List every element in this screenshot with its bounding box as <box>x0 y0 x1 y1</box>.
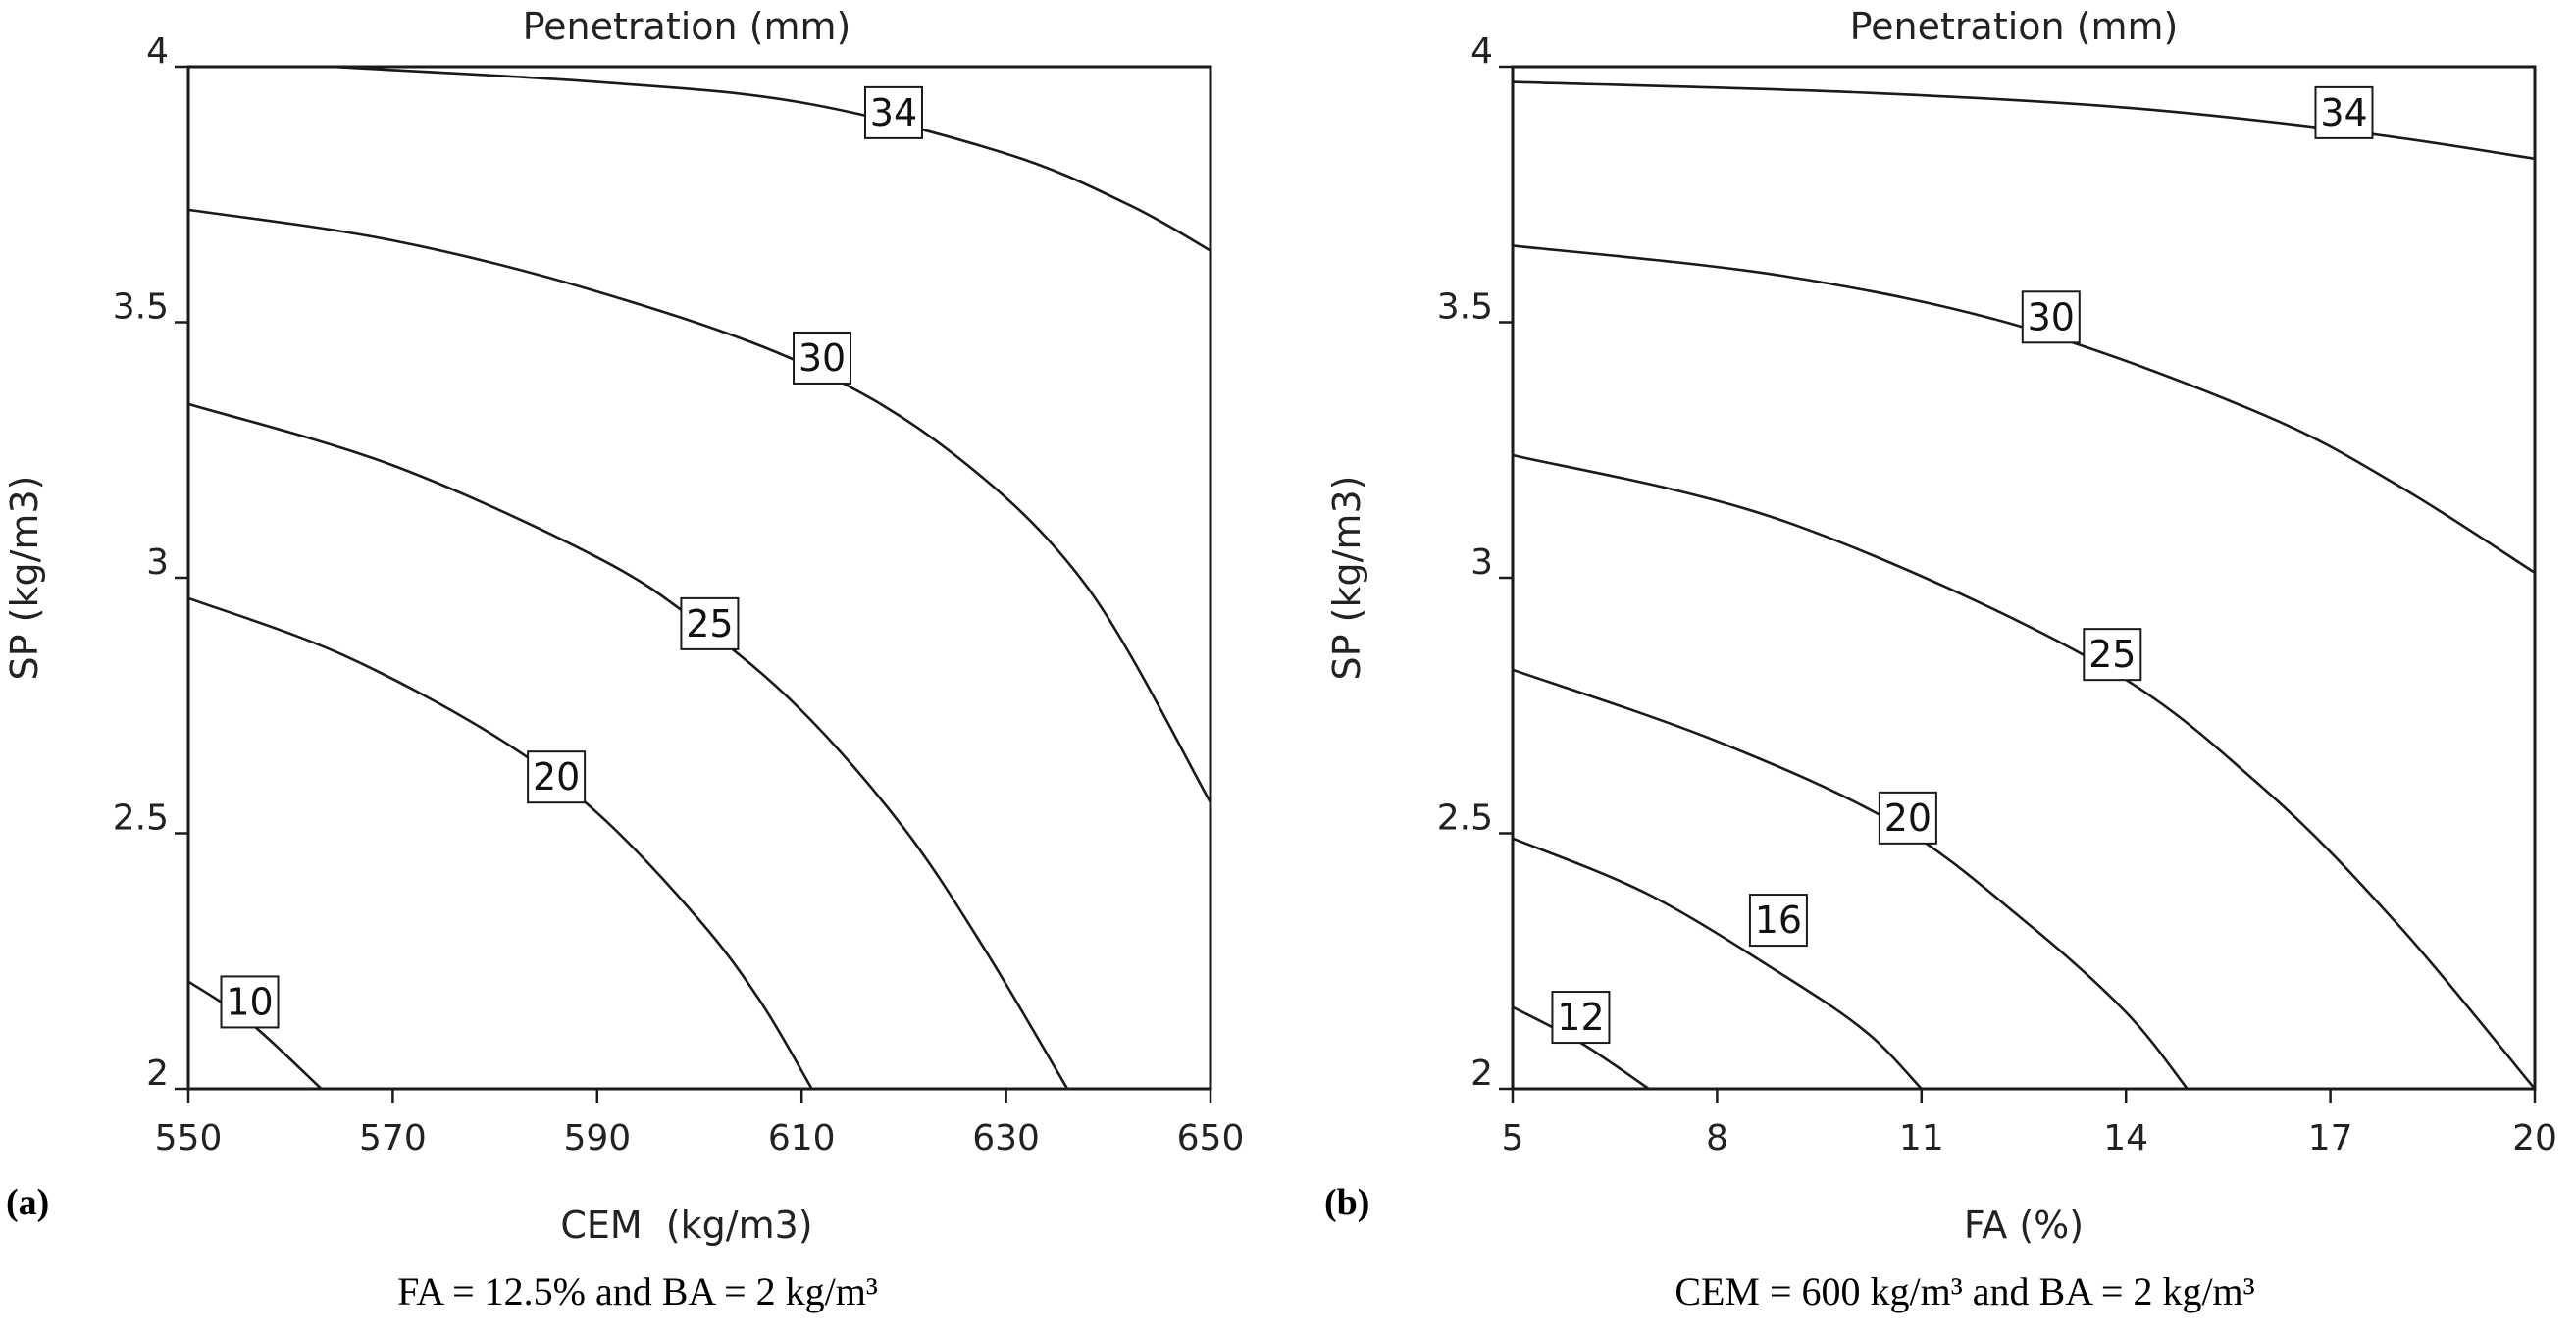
panel-a-contour-line-20 <box>187 596 813 1090</box>
panel-a-contour-label-25: 25 <box>680 596 740 650</box>
panel-b-contour-line-20 <box>1512 668 2189 1090</box>
panel-b-y-axis-title: SP (kg/m3) <box>1325 476 1368 681</box>
panel-b-title: Penetration (mm) <box>1850 5 2179 48</box>
panel-a-y-tick-label: 3.5 <box>113 287 169 328</box>
panel-b-contour-label-box <box>2083 628 2142 682</box>
panel-a-x-tick-label: 550 <box>155 1118 223 1158</box>
panel-b-contour-label-box <box>2314 85 2374 139</box>
panel-b-contour-label-box <box>2021 290 2081 344</box>
panel-b-contour-label-12: 12 <box>1551 991 1611 1045</box>
panel-a-x-ticks: 550 570 590 610 630 650 <box>155 1089 1245 1158</box>
panel-b-x-tick-label: 11 <box>1899 1118 1944 1158</box>
panel-b-x-tick-label: 17 <box>2308 1118 2353 1158</box>
panel-a-y-tick-label: 2.5 <box>113 798 169 839</box>
panel-b-contour-label-25: 25 <box>2083 628 2142 682</box>
panel-a-y-tick-label: 3 <box>146 542 169 583</box>
panel-b-contour-label-30: 30 <box>2021 290 2081 344</box>
panel-b-contours <box>1512 80 2536 1091</box>
panel-b-contour-label-text: 12 <box>1557 996 1604 1039</box>
panel-a-contours <box>187 65 1212 1090</box>
panel-b-y-tick-label: 4 <box>1470 31 1493 72</box>
panel-a-y-ticks: 2 2.5 3 3.5 4 <box>113 31 188 1094</box>
panel-b-plot-frame <box>1511 65 2537 1091</box>
panel-a-contour-label-10: 10 <box>220 975 280 1029</box>
panel-a-x-tick-label: 590 <box>563 1118 631 1158</box>
panel-a-y-tick-label: 2 <box>146 1054 169 1094</box>
panel-a-x-axis-title: CEM (kg/m3) <box>560 1204 812 1247</box>
panel-a-contour-label-text: 10 <box>226 980 273 1023</box>
panel-b-y-tick-label: 3 <box>1470 542 1493 583</box>
panel-b-x-ticks: 5 8 11 14 17 20 <box>1502 1089 2557 1158</box>
panel-a-contour-label-box <box>680 596 740 650</box>
panel-a-x-tick-label: 570 <box>359 1118 427 1158</box>
panel-a-contour-label-text: 34 <box>870 91 917 134</box>
panel-a-y-tick-label: 4 <box>146 31 169 72</box>
panel-b-y-tick-label: 2.5 <box>1437 798 1493 839</box>
panel-b-x-tick-label: 14 <box>2103 1118 2148 1158</box>
panel-b-contour-line-34 <box>1512 80 2536 161</box>
panel-a-x-tick-label: 630 <box>972 1118 1040 1158</box>
panel-b-contour-label-text: 25 <box>2088 633 2136 676</box>
panel-b-contour-label-box <box>1551 991 1611 1045</box>
panel-b: Penetration (mm) 5 8 11 14 17 20 2 2.5 3 3.5 4 12… <box>1324 5 2557 1313</box>
panel-b-contour-label-box <box>1748 894 1808 948</box>
panel-a-caption: FA = 12.5% and BA = 2 kg/m³ <box>397 1269 878 1313</box>
panel-b-contour-line-16 <box>1512 837 1923 1090</box>
panel-b-contour-label-34: 34 <box>2314 85 2374 139</box>
panel-a-letter: (a) <box>6 1182 49 1223</box>
panel-a-contour-line-25 <box>187 402 1069 1090</box>
panel-a-y-axis-title: SP (kg/m3) <box>3 476 46 681</box>
panel-b-contour-label-text: 20 <box>1884 797 1932 840</box>
panel-b-x-axis-title: FA (%) <box>1964 1204 2084 1247</box>
panel-a-contour-label-box <box>863 85 923 139</box>
panel-b-x-tick-label: 8 <box>1706 1118 1728 1158</box>
panel-b-contour-line-25 <box>1512 453 2536 1090</box>
panel-a-contour-label-box <box>220 975 280 1029</box>
panel-b-y-ticks: 2 2.5 3 3.5 4 <box>1437 31 1513 1094</box>
panel-a-contour-label-30: 30 <box>793 331 852 385</box>
panel-a-contour-label-20: 20 <box>527 750 587 804</box>
panel-b-x-tick-label: 20 <box>2512 1118 2557 1158</box>
panel-b-caption: CEM = 600 kg/m³ and BA = 2 kg/m³ <box>1674 1269 2254 1313</box>
panel-a-contour-label-text: 20 <box>533 755 580 798</box>
panel-b-contour-label-box <box>1878 791 1937 845</box>
panel-b-contour-label-text: 30 <box>2028 295 2075 338</box>
panel-b-contour-label-text: 16 <box>1755 899 1802 942</box>
panel-a: Penetration (mm) 550 570 590 610 630 650 2 2.5… <box>3 5 1244 1313</box>
panel-b-contour-line-30 <box>1512 244 2536 574</box>
panel-a-contour-label-box <box>793 331 852 385</box>
panel-b-letter: (b) <box>1324 1182 1369 1223</box>
panel-a-x-tick-label: 610 <box>768 1118 836 1158</box>
panel-b-contour-labels: 12 16 20 25 30 34 <box>1551 85 2374 1045</box>
panel-b-y-tick-label: 2 <box>1470 1054 1493 1094</box>
panel-a-contour-line-34 <box>331 65 1211 252</box>
panel-b-contour-label-text: 34 <box>2320 91 2367 134</box>
panel-b-contour-label-20: 20 <box>1878 791 1937 845</box>
panel-a-x-tick-label: 650 <box>1177 1118 1245 1158</box>
panel-a-title: Penetration (mm) <box>523 5 851 48</box>
panel-a-contour-label-box <box>527 750 587 804</box>
panel-b-contour-label-16: 16 <box>1748 894 1808 948</box>
panel-a-contour-labels: 10 20 25 30 34 <box>220 85 923 1029</box>
panel-a-contour-label-text: 25 <box>686 602 733 645</box>
panel-a-contour-label-text: 30 <box>799 336 846 380</box>
panel-a-contour-label-34: 34 <box>863 85 923 139</box>
panel-a-plot-frame <box>186 65 1212 1091</box>
panel-b-y-tick-label: 3.5 <box>1437 287 1493 328</box>
panel-a-contour-line-30 <box>187 208 1212 803</box>
panel-b-x-tick-label: 5 <box>1502 1118 1524 1158</box>
